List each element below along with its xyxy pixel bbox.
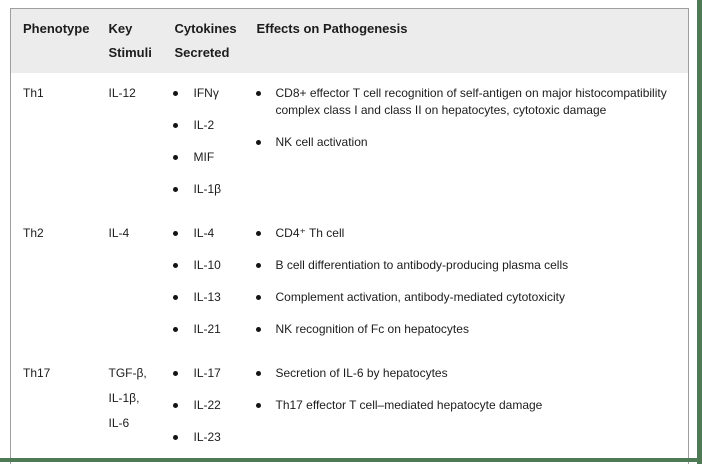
cytokines-cell: IL-17 IL-22 IL-23 TNF-α xyxy=(163,353,245,464)
list-item: IL-1β xyxy=(171,181,237,198)
list-item-text: IL-10 xyxy=(193,258,221,272)
phenotype-cell: Th2 xyxy=(23,226,44,240)
header-phenotype: Phenotype xyxy=(10,8,97,73)
list-item: IL-21 xyxy=(171,321,237,338)
stimuli-cell: TGF-β, IL-1β, IL-6 xyxy=(108,366,147,430)
bullet-icon xyxy=(172,295,178,300)
list-item-text: IL-2 xyxy=(193,118,215,132)
list-item: IFNγ xyxy=(171,85,237,102)
pathogenesis-table: Phenotype Key Stimuli Cytokines Secreted… xyxy=(10,8,689,464)
bullet-icon xyxy=(255,231,261,236)
list-item-text: CD8+ effector T cell recognition of self… xyxy=(275,86,667,117)
list-item-text: CD4⁺ Th cell xyxy=(275,226,345,240)
bullet-icon xyxy=(172,123,178,128)
list-item-text: IL-1β xyxy=(193,182,222,196)
phenotype-cell: Th17 xyxy=(23,366,51,380)
list-item: NK cell activation xyxy=(254,134,679,151)
stimuli-cell: IL-12 xyxy=(108,86,136,100)
list-item: IL-13 xyxy=(171,289,237,306)
list-item-text: B cell differentiation to antibody-produ… xyxy=(275,258,569,272)
bullet-icon xyxy=(172,91,178,96)
list-item-text: IL-4 xyxy=(193,226,215,240)
page-border-bottom xyxy=(0,458,697,462)
bullet-icon xyxy=(172,403,178,408)
list-item: IL-10 xyxy=(171,257,237,274)
list-item-text: IL-23 xyxy=(193,430,221,444)
effects-list: Secretion of IL-6 by hepatocytes Th17 ef… xyxy=(254,365,679,414)
effects-list: CD4⁺ Th cell B cell differentiation to a… xyxy=(254,225,679,338)
list-item: CD8+ effector T cell recognition of self… xyxy=(254,85,679,119)
header-effects: Effects on Pathogenesis xyxy=(244,8,689,73)
table-row-th2: Th2 IL-4 IL-4 IL-10 IL-13 IL-21 CD4⁺ Th … xyxy=(11,213,689,353)
header-cytokines-secreted: Cytokines Secreted xyxy=(162,8,245,73)
list-item-text: NK recognition of Fc on hepatocytes xyxy=(275,322,469,336)
effects-cell: Secretion of IL-6 by hepatocytes Th17 ef… xyxy=(245,353,689,464)
table-row-th1: Th1 IL-12 IFNγ IL-2 MIF IL-1β CD8+ effec… xyxy=(11,73,689,213)
list-item-text: IL-21 xyxy=(193,322,221,336)
list-item-text: NK cell activation xyxy=(275,135,368,149)
bullet-icon xyxy=(172,231,178,236)
cytokines-cell: IL-4 IL-10 IL-13 IL-21 xyxy=(163,213,245,353)
bullet-icon xyxy=(172,187,178,192)
bullet-icon xyxy=(172,371,178,376)
header-key-stimuli: Key Stimuli xyxy=(96,8,163,73)
list-item: IL-4 xyxy=(171,225,237,242)
bullet-icon xyxy=(172,263,178,268)
header-row: Phenotype Key Stimuli Cytokines Secreted… xyxy=(10,8,689,73)
list-item: IL-22 xyxy=(171,397,237,414)
bullet-icon xyxy=(255,327,261,332)
list-item-text: TNF-α xyxy=(194,462,228,464)
list-item: TNF-α xyxy=(171,461,237,464)
list-item: MIF xyxy=(171,149,237,166)
effects-list: CD8+ effector T cell recognition of self… xyxy=(254,85,679,151)
bullet-icon xyxy=(255,263,261,268)
effects-cell: CD8+ effector T cell recognition of self… xyxy=(245,73,689,213)
list-item: Secretion of IL-6 by hepatocytes xyxy=(254,365,679,382)
cytokines-cell: IFNγ IL-2 MIF IL-1β xyxy=(163,73,245,213)
bullet-icon xyxy=(255,371,261,376)
bullet-icon xyxy=(255,140,261,145)
bullet-icon xyxy=(172,155,178,160)
list-item-text: Secretion of IL-6 by hepatocytes xyxy=(275,366,448,380)
list-item-text: IL-13 xyxy=(193,290,221,304)
list-item-text: IFNγ xyxy=(193,86,219,100)
bullet-icon xyxy=(172,435,178,440)
list-item-text: IL-17 xyxy=(193,366,221,380)
table-row-th17: Th17 TGF-β, IL-1β, IL-6 IL-17 IL-22 IL-2… xyxy=(11,353,689,464)
bullet-icon xyxy=(255,91,261,96)
phenotype-cell: Th1 xyxy=(23,86,44,100)
list-item-text: MIF xyxy=(193,150,215,164)
cytokines-list: IFNγ IL-2 MIF IL-1β xyxy=(171,85,237,198)
list-item-text: Complement activation, antibody-mediated… xyxy=(275,290,565,304)
list-item: Complement activation, antibody-mediated… xyxy=(254,289,679,306)
list-item: IL-17 xyxy=(171,365,237,382)
list-item: IL-23 xyxy=(171,429,237,446)
list-item: NK recognition of Fc on hepatocytes xyxy=(254,321,679,338)
list-item-text: Th17 effector T cell–mediated hepatocyte… xyxy=(275,398,543,412)
list-item: IL-2 xyxy=(171,117,237,134)
stimuli-cell: IL-4 xyxy=(108,226,130,240)
bullet-icon xyxy=(172,327,178,332)
list-item: B cell differentiation to antibody-produ… xyxy=(254,257,679,274)
effects-cell: CD4⁺ Th cell B cell differentiation to a… xyxy=(245,213,689,353)
list-item-text: IL-22 xyxy=(193,398,221,412)
bullet-icon xyxy=(255,295,261,300)
list-item: Th17 effector T cell–mediated hepatocyte… xyxy=(254,397,679,414)
page-border-right xyxy=(697,0,702,464)
bullet-icon xyxy=(255,403,261,408)
list-item: CD4⁺ Th cell xyxy=(254,225,679,242)
cytokines-list: IL-4 IL-10 IL-13 IL-21 xyxy=(171,225,237,338)
cytokines-list: IL-17 IL-22 IL-23 TNF-α xyxy=(171,365,237,464)
